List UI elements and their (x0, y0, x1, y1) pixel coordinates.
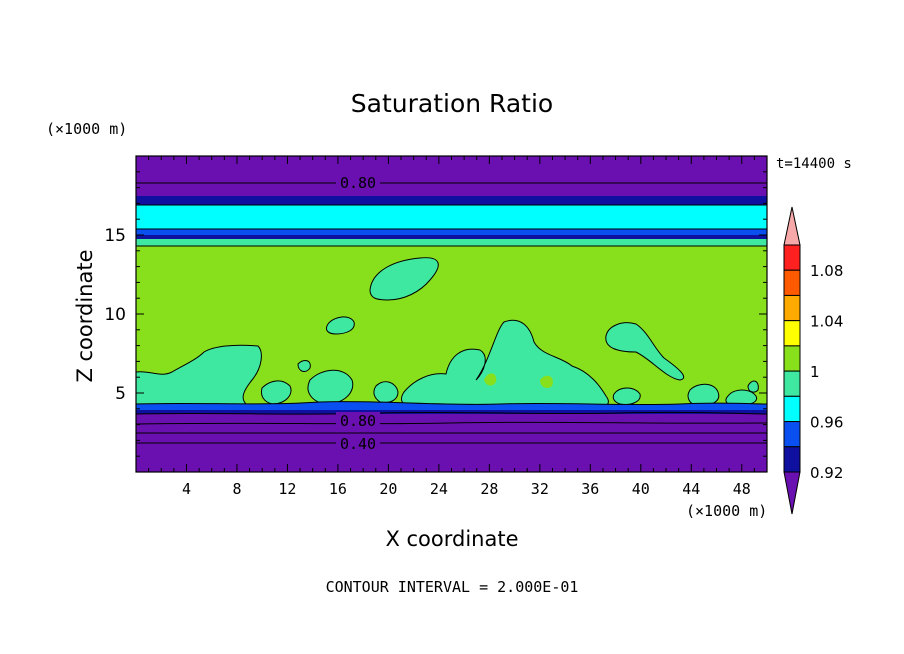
band-low-blue (136, 401, 767, 412)
x-tick-label: 48 (733, 480, 751, 498)
x-axis-ticks: 4 8 12 16 20 24 28 32 36 40 44 48 (148, 156, 755, 498)
x-tick-label: 8 (232, 480, 241, 498)
x-unit-label: (×1000 m) (686, 502, 767, 520)
colorbar-box (783, 421, 801, 448)
x-tick-label: 20 (379, 480, 397, 498)
band-navy-1 (136, 196, 767, 205)
y-tick-label: 15 (104, 226, 126, 246)
x-tick-label: 36 (581, 480, 599, 498)
colorbar-label: 1.08 (810, 262, 843, 280)
colorbar-label: 1.04 (810, 313, 843, 331)
x-tick-label: 32 (531, 480, 549, 498)
colorbar-box (783, 294, 801, 322)
colorbar (783, 206, 801, 515)
contour-lines (136, 182, 767, 444)
colorbar-top-arrow (783, 206, 801, 246)
colorbar-box (783, 395, 801, 423)
band-navy-2 (136, 235, 767, 239)
contour-label-bottom: 0.40 (340, 435, 376, 453)
x-tick-label: 16 (329, 480, 347, 498)
x-tick-label: 28 (480, 480, 498, 498)
time-label: t=14400 s (776, 156, 852, 172)
y-axis-label: Z coordinate (73, 249, 97, 382)
y-tick-label: 5 (115, 384, 126, 404)
colorbar-box (783, 370, 801, 397)
chart-title: Saturation Ratio (351, 89, 553, 118)
green-islands (484, 373, 553, 388)
contour-label-bg (336, 436, 380, 452)
contour-interval-note: CONTOUR INTERVAL = 2.000E-01 (326, 578, 579, 596)
x-tick-label: 44 (682, 480, 700, 498)
band-cyan (136, 205, 767, 229)
contour-label-lower: 0.80 (340, 412, 376, 430)
band-low-navy (136, 410, 767, 414)
y-unit-label: (×1000 m) (46, 120, 127, 138)
contour-label-bg (336, 412, 380, 428)
y-tick-label: 10 (104, 305, 126, 325)
colorbar-label: 0.96 (810, 414, 843, 432)
colorbar-box (783, 345, 801, 372)
colorbar-bottom-arrow (783, 471, 801, 515)
x-tick-label: 40 (632, 480, 650, 498)
colorbar-label: 1 (810, 363, 820, 381)
x-axis-label: X coordinate (385, 527, 518, 551)
colorbar-box (783, 244, 801, 271)
colorbar-label: 0.92 (810, 464, 843, 482)
contour-label-bg (336, 174, 380, 190)
band-blue (136, 229, 767, 235)
colorbar-labels: 1.08 1.04 1 0.96 0.92 (810, 262, 843, 482)
colorbar-box (783, 320, 801, 347)
colorbar-box (783, 269, 801, 296)
colorbar-box (783, 446, 801, 473)
x-tick-label: 4 (182, 480, 191, 498)
y-axis-ticks: 5 10 15 (104, 171, 767, 457)
band-top-purple (136, 156, 767, 196)
x-tick-label: 24 (430, 480, 448, 498)
contour-label-upper: 0.80 (340, 174, 376, 192)
band-teal (136, 239, 767, 246)
x-tick-label: 12 (278, 480, 296, 498)
contour-field (136, 156, 767, 472)
